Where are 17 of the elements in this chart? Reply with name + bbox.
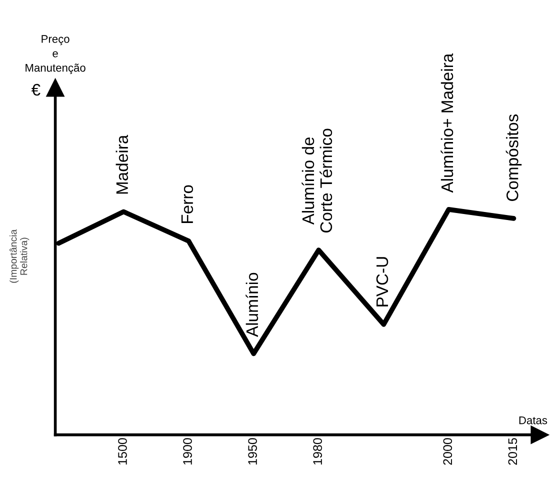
x-tick-label: 1950 <box>248 438 257 464</box>
text: Compósitos <box>506 114 522 201</box>
x-axis-title: Datas <box>519 416 548 424</box>
chart-subtitle: € <box>31 84 40 96</box>
chart-title: Preço e Manutenção <box>26 35 86 74</box>
x-tick-label: 1980 <box>313 438 322 464</box>
annotation: Ferro <box>181 185 194 223</box>
annotation: Alumínio de Corte Térmico <box>302 128 332 233</box>
y-axis-title: (Importância Relativa) <box>10 229 30 283</box>
annotation: PVC-U <box>376 257 388 306</box>
x-tick-label: 2015 <box>508 438 518 465</box>
x-tick-label: 1500 <box>118 438 127 464</box>
annotation: Alumínio <box>246 272 258 337</box>
x-tick-label: 1900 <box>183 438 192 464</box>
x-tick-label: 2000 <box>443 438 452 465</box>
text: Alumínio+ Madeira <box>440 53 454 193</box>
text: Madeira <box>116 134 128 194</box>
